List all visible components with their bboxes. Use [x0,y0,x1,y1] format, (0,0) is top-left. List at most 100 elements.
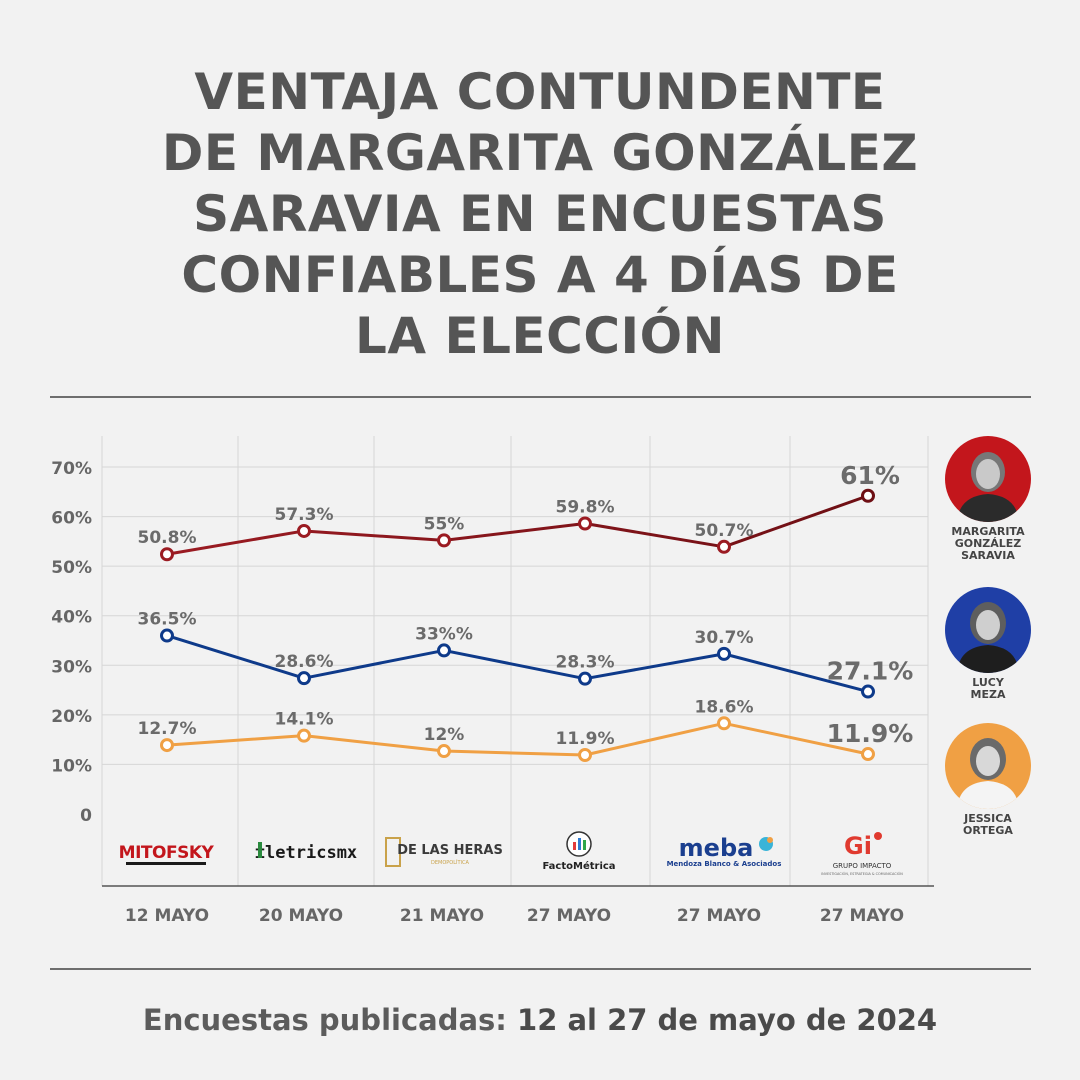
candidate-name-line: ORTEGA [963,824,1013,837]
data-point [437,744,451,759]
candidate-name-line: MEZA [970,688,1006,701]
y-tick-label: 50% [51,558,92,578]
data-label: 33%% [415,624,473,644]
person-portrait-icon [945,587,1031,673]
factometrica-bar [583,840,586,850]
pollster-sublabel: Mendoza Blanco & Asociados [667,860,782,868]
data-point [578,516,592,531]
data-label: 14.1% [275,710,334,730]
pollster-logo-grupoimpacto-mark: Gi [844,832,872,860]
grupoimpacto-dot [874,832,882,840]
data-point [297,671,311,686]
y-tick-label: 30% [51,657,92,677]
candidate-name-line: JESSICA [964,812,1012,825]
person-portrait-icon [945,436,1031,522]
data-point [437,643,451,658]
candidate-name: LUCY MEZA [933,677,1043,701]
candidate-card-jessica: JESSICA ORTEGA [933,723,1043,837]
factometrica-bar [573,842,576,850]
mitofsky-underline [126,862,206,865]
data-point [297,523,311,538]
headline-line: LA ELECCIÓN [355,307,725,365]
series-line [166,494,869,556]
candidate-name: JESSICA ORTEGA [933,813,1043,837]
top-divider [50,396,1031,398]
pollster-logo-mitofsky: MITOFSKY [119,843,215,863]
headline-line: DE MARGARITA GONZÁLEZ [161,124,919,182]
candidate-name: MARGARITA GONZÁLEZ SARAVIA [933,526,1043,562]
candidate-name-line: GONZÁLEZ [954,537,1022,550]
data-label: 27.1% [827,657,914,686]
footer-prefix: Encuestas publicadas: [142,1003,507,1037]
candidate-card-margarita: MARGARITA GONZÁLEZ SARAVIA [933,436,1043,562]
footer-dates: 12 al 27 de mayo de 2024 [517,1003,938,1037]
series-line [166,721,869,757]
data-point [717,646,731,661]
x-category-label: 27 MAYO [677,906,761,926]
pollster-logo-delasheras: DE LAS HERAS [397,843,503,858]
y-tick-label: 10% [51,756,92,776]
x-category-label: 27 MAYO [820,906,904,926]
metricsmx-mark [258,842,262,858]
candidate-photo [945,436,1031,522]
data-label: 18.6% [695,697,754,717]
data-label: 59.8% [556,498,615,518]
headline-title: VENTAJA CONTUNDENTE DE MARGARITA GONZÁLE… [60,62,1020,367]
data-label: 61% [840,461,900,490]
data-point [160,738,174,753]
data-point [861,488,875,503]
pollster-sublabel: DEMOPOLÍTICA [431,859,469,866]
headline-line: SARAVIA EN ENCUESTAS [193,185,887,243]
y-tick-label: 0 [80,806,92,826]
data-label: 50.8% [138,528,197,548]
pollster-logo-meba: meba [679,834,754,862]
y-tick-label: 40% [51,608,92,628]
candidate-name-line: LUCY [972,676,1004,689]
footer-caption: Encuestas publicadas: 12 al 27 de mayo d… [0,1003,1080,1037]
data-label: 11.9% [556,729,615,749]
data-point [717,716,731,731]
data-point [861,684,875,699]
data-label: 28.6% [275,652,334,672]
pollster-sublabel: INVESTIGACIÓN, ESTRATEGIA & COMUNICACIÓN [821,871,903,876]
meba-mark [767,837,773,843]
data-label: 28.3% [556,653,615,673]
series-line [166,634,869,694]
pollster-logo-factometrica: FactoMétrica [542,860,615,872]
data-label: 57.3% [275,505,334,525]
data-point [717,539,731,554]
x-category-label: 21 MAYO [400,906,484,926]
x-category-label: 20 MAYO [259,906,343,926]
data-point [861,747,875,762]
data-label: 55% [424,514,465,534]
data-label: 12% [424,725,465,745]
data-point [297,728,311,743]
delasheras-mark [385,837,401,867]
x-category-label: 27 MAYO [527,906,611,926]
candidate-photo [945,587,1031,673]
data-point [160,628,174,643]
candidate-name-line: SARAVIA [961,549,1015,562]
data-label: 11.9% [827,719,914,748]
pollster-logo-grupoimpacto: GRUPO IMPACTO [833,862,892,870]
candidate-photo [945,723,1031,809]
candidate-card-lucy: LUCY MEZA [933,587,1043,701]
x-category-label: 12 MAYO [125,906,209,926]
data-point [437,533,451,548]
pollster-logo-metricsmx: ɪletricsmx [255,843,357,863]
data-label: 50.7% [695,521,754,541]
data-label: 36.5% [138,610,197,630]
candidate-name-line: MARGARITA [951,525,1025,538]
headline-line: CONFIABLES A 4 DÍAS DE [181,246,899,304]
data-point [160,547,174,562]
data-label: 12.7% [138,719,197,739]
y-tick-label: 60% [51,509,92,529]
person-portrait-icon [945,723,1031,809]
data-point [578,748,592,763]
headline-line: VENTAJA CONTUNDENTE [194,63,886,121]
factometrica-bar [578,838,581,850]
bottom-divider [50,968,1031,970]
data-point [578,671,592,686]
y-tick-label: 70% [51,459,92,479]
